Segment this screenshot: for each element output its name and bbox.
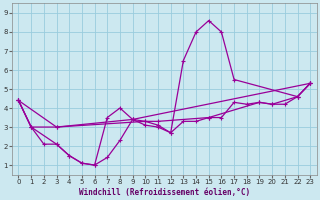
X-axis label: Windchill (Refroidissement éolien,°C): Windchill (Refroidissement éolien,°C): [79, 188, 250, 197]
